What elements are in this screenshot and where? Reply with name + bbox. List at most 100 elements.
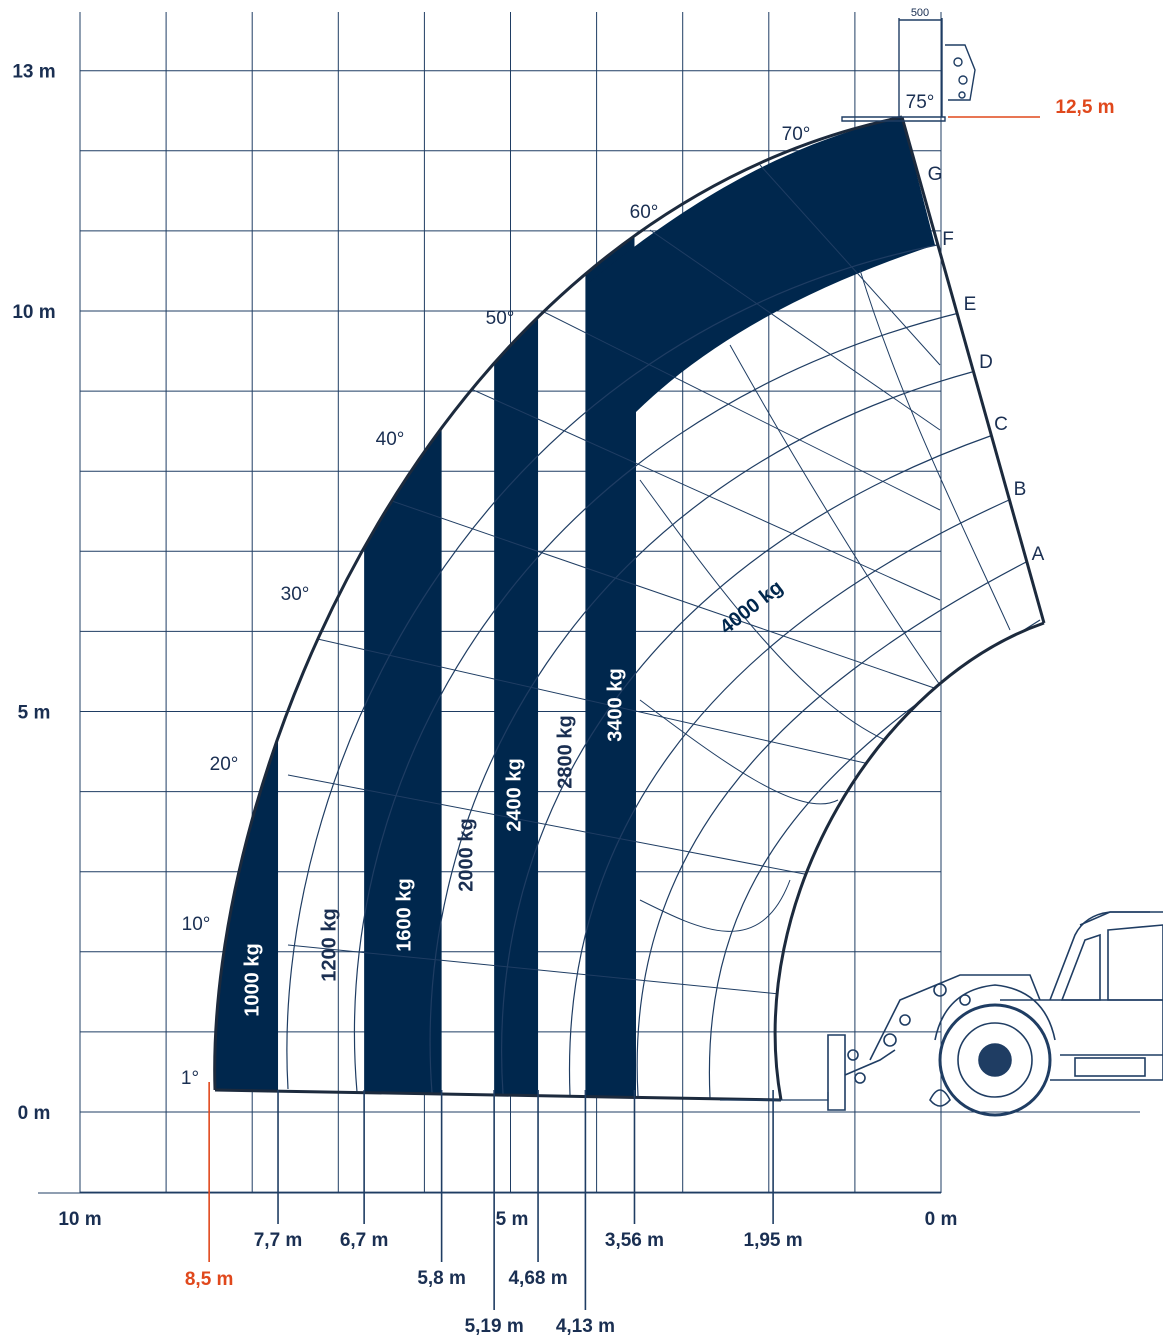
extension-arc xyxy=(286,244,938,1090)
angle-radial xyxy=(299,634,941,781)
max-reach-label: 8,5 m xyxy=(185,1269,234,1290)
reach-marker-label: 6,7 m xyxy=(340,1230,389,1251)
boom-angle-label: 1° xyxy=(181,1068,199,1089)
wheel-hub xyxy=(978,1043,1012,1077)
reach-marker-label: 7,7 m xyxy=(254,1230,303,1251)
load-zone-label: 3400 kg xyxy=(604,668,626,741)
max-height-label: 12,5 m xyxy=(1055,97,1114,118)
boom-angle-label: 75° xyxy=(906,92,935,113)
extension-arc xyxy=(568,499,1010,1096)
y-axis-tick-label: 10 m xyxy=(12,302,55,323)
bottom-boundary xyxy=(214,1088,782,1102)
cab-window xyxy=(1060,933,1101,1001)
reach-marker-label: 3,56 m xyxy=(605,1230,664,1251)
boom-angle-label: 20° xyxy=(210,754,239,775)
top-carriage xyxy=(945,44,976,101)
angle-radial xyxy=(759,164,941,366)
top-carriage-pin-1 xyxy=(953,57,963,67)
extension-arc xyxy=(501,434,994,1095)
x-axis-tick-label: 10 m xyxy=(58,1209,101,1230)
angle-spoke xyxy=(639,479,886,741)
boom-extension-label: B xyxy=(1014,479,1027,500)
reach-marker-label: 5,19 m xyxy=(465,1316,524,1337)
angle-spoke xyxy=(639,699,839,805)
chart-labels: 7,7 m 6,7 m 5,8 m 5,19 m 4,68 m 4,13 m 3,56 m 1… xyxy=(12,7,1114,1337)
load-zone-label: 1000 kg xyxy=(241,943,263,1016)
working-envelope xyxy=(213,115,1046,1102)
angle-radial xyxy=(439,374,941,601)
top-fork-tine xyxy=(841,116,946,122)
load-zone-label: 2400 kg xyxy=(503,758,525,831)
top-fork-illustration xyxy=(841,18,976,122)
angle-radial xyxy=(359,489,941,691)
top-carriage-pin-3 xyxy=(958,91,966,99)
boom-angle-label: 70° xyxy=(782,124,811,145)
reach-markers xyxy=(208,116,1040,1310)
load-zone-label: 1200 kg xyxy=(318,908,340,981)
load-zone-band xyxy=(494,117,539,1100)
wheel-mid xyxy=(957,1022,1033,1098)
boom-angle-label: 10° xyxy=(182,914,211,935)
reach-marker-label: 4,13 m xyxy=(556,1316,615,1337)
inner-boundary xyxy=(773,621,1045,1101)
reach-marker-label: 1,95 m xyxy=(744,1230,803,1251)
extension-arc xyxy=(636,559,1031,1097)
boom-angle-label: 60° xyxy=(630,202,659,223)
reach-marker-label: 5,8 m xyxy=(417,1268,466,1289)
telehandler-illustration xyxy=(827,911,1163,1117)
y-axis-tick-label: 0 m xyxy=(18,1103,51,1124)
fork-arm xyxy=(844,1049,896,1076)
boom-angle-label: 30° xyxy=(281,584,310,605)
angle-radial xyxy=(519,299,941,511)
cab-window-2 xyxy=(1107,924,1163,1001)
load-zone-label: 1600 kg xyxy=(393,878,415,951)
boom-angle-label: 40° xyxy=(376,429,405,450)
y-axis-tick-label: 5 m xyxy=(18,703,51,724)
carriage-pin-2 xyxy=(854,1072,866,1084)
load-zone-label: 2800 kg xyxy=(554,715,576,788)
pivot-4 xyxy=(959,994,971,1006)
fork-width-label: 500 xyxy=(911,7,929,19)
boom-extension-label: A xyxy=(1032,544,1045,565)
wheel-outer xyxy=(938,1003,1052,1117)
cab-roof xyxy=(1079,911,1150,926)
load-zone-label: 2000 kg xyxy=(455,818,477,891)
y-axis-tick-label: 13 m xyxy=(12,62,55,83)
fork-width-bracket xyxy=(898,18,943,25)
angle-spoke xyxy=(859,269,1011,631)
chassis xyxy=(1000,999,1163,1081)
fork-frame xyxy=(898,25,943,117)
fender xyxy=(934,984,1056,1041)
carriage-pin-1 xyxy=(847,1049,859,1061)
load-zone-top-band xyxy=(586,117,935,1098)
pivot-3 xyxy=(933,983,947,997)
boom-extension-label: C xyxy=(994,414,1008,435)
x-axis-tick-label: 5 m xyxy=(496,1209,529,1230)
chassis-box xyxy=(1074,1057,1146,1077)
boom-extension-label: F xyxy=(942,229,954,250)
extension-arc xyxy=(429,371,973,1094)
angle-spoke xyxy=(729,344,941,686)
extension-arc xyxy=(708,619,1041,1099)
boom-extension-label: G xyxy=(928,164,943,185)
top-carriage-pin-2 xyxy=(958,75,968,85)
pivot-2 xyxy=(899,1014,911,1026)
load-zone-band xyxy=(214,117,279,1100)
boom-extension-label: D xyxy=(979,352,993,373)
extension-arc xyxy=(353,311,964,1093)
boom-mount xyxy=(869,974,1041,1061)
extension-arcs xyxy=(286,244,1041,1099)
angle-radial xyxy=(649,229,941,431)
reach-marker-label: 4,68 m xyxy=(508,1268,567,1289)
angle-spoke xyxy=(639,879,791,932)
stabilizer xyxy=(929,1089,951,1107)
x-axis-tick-label: 0 m xyxy=(925,1209,958,1230)
boom-tip-boundary xyxy=(900,116,1046,624)
boom-angle-label: 50° xyxy=(486,308,515,329)
fork-carriage xyxy=(827,1034,846,1111)
pivot-1 xyxy=(883,1033,897,1047)
boom-extension-label: E xyxy=(964,294,977,315)
outer-boundary xyxy=(213,115,903,1091)
load-zone-label: 4000 kg xyxy=(716,576,787,639)
